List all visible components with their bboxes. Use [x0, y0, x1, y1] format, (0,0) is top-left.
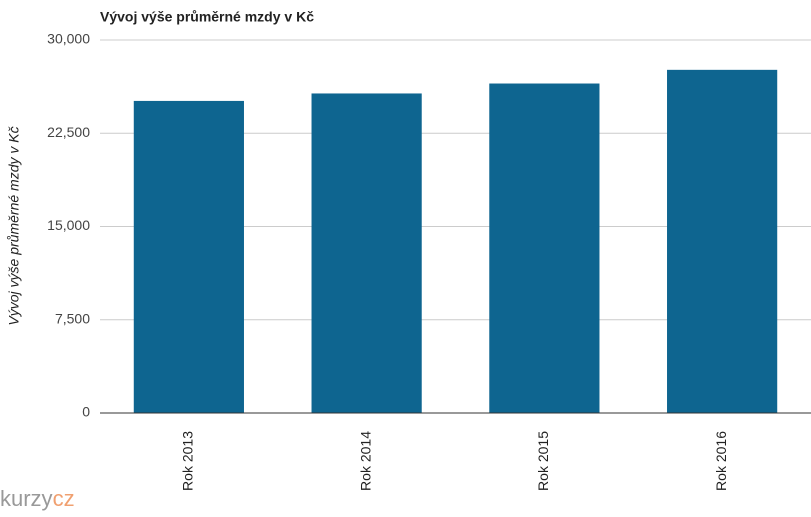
y-tick-label: 15,000	[47, 217, 90, 233]
logo-domain: cz	[53, 486, 75, 511]
bar	[489, 83, 600, 414]
y-tick-label: 22,500	[47, 124, 90, 140]
logo-name: kurzy	[0, 486, 53, 511]
x-tick-label: Rok 2016	[713, 431, 729, 491]
logo: kurzycz	[0, 486, 75, 511]
bar	[311, 93, 422, 414]
x-tick-label: Rok 2013	[180, 431, 196, 491]
chart-title: Vývoj výše průměrné mzdy v Kč	[100, 9, 314, 25]
bar	[667, 69, 778, 413]
bar	[133, 100, 244, 413]
x-tick-label: Rok 2014	[357, 431, 373, 491]
y-tick-label: 7,500	[55, 310, 90, 326]
x-tick-label: Rok 2015	[535, 431, 551, 491]
y-axis-title: Vývoj výše průměrné mzdy v Kč	[6, 126, 22, 325]
y-tick-label: 0	[82, 404, 90, 420]
y-tick-label: 30,000	[47, 31, 90, 47]
